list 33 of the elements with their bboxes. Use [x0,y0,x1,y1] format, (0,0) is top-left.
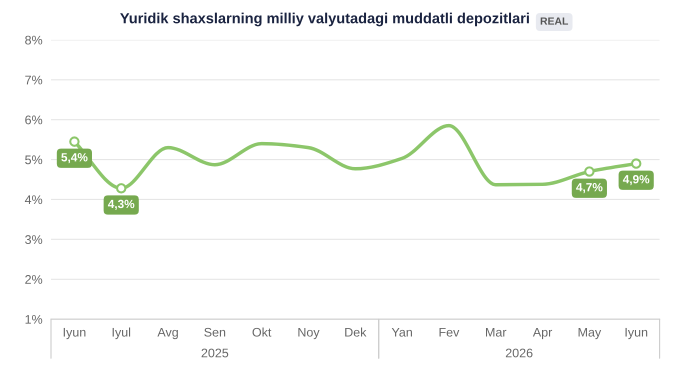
point [630,158,642,169]
y-tick-label: 2% [25,275,42,284]
x-tick-label: Iyun [64,328,86,340]
y-tick-label: 8% [25,36,42,45]
point [584,166,595,177]
y-tick-label: 4% [24,195,42,204]
x-tick-label: Apr [532,328,552,340]
x-tick-label: Yan [392,328,412,337]
text: 2026 [506,348,533,358]
data-label: 4,9% [622,175,650,186]
chart-title: Yuridik shaxslarning milliy valyutadagi muddatli depozitlari [120,12,529,26]
point [116,183,126,194]
x-tick-label: Iyun [626,328,648,340]
x-tick-label: Okt [252,327,272,337]
x-tick-label: Dek [345,327,366,337]
y-tick-label: 5% [25,155,42,164]
data-label: 4,7% [576,183,603,194]
x-tick-label: Sen [204,328,226,337]
y-tick-label: 7% [25,76,42,84]
x-tick-label: Avg [157,328,178,340]
x-tick-label: Iyul [112,327,130,340]
point [69,136,80,147]
y-tick-label: 3% [25,235,42,244]
y-tick-label: 1% [26,315,42,324]
y-tick-label: 6% [25,115,42,124]
data-label: 4,3% [108,200,134,210]
text: 2025 [202,348,228,358]
text: REAL [540,17,568,25]
x-tick-label: May [578,328,602,340]
data-label: 5,4% [61,153,88,164]
x-tick-label: Fev [440,328,460,337]
x-tick-label: Noy [298,328,320,340]
x-tick-label: Mar [486,328,506,337]
